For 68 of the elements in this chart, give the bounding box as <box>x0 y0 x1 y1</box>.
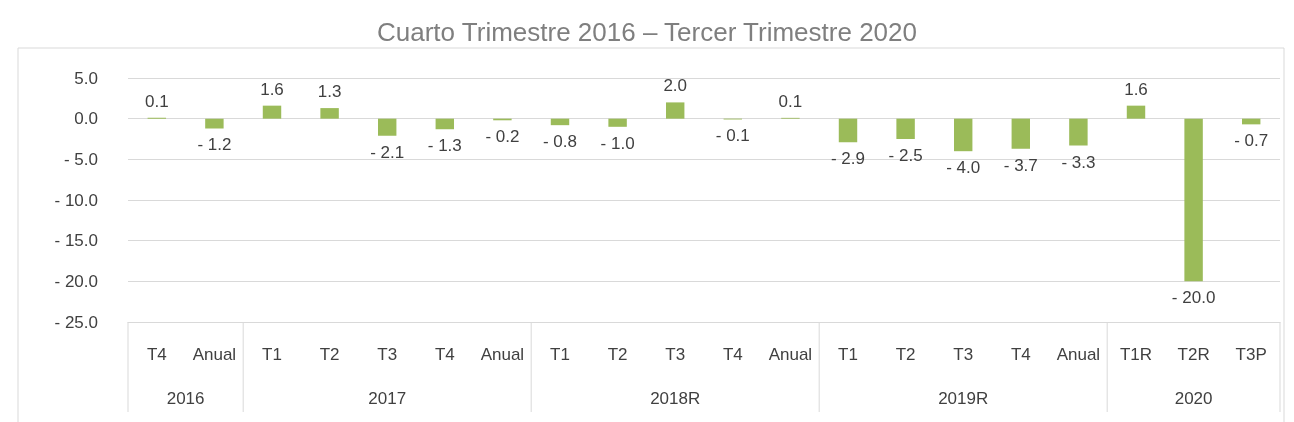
bar <box>896 118 915 139</box>
bar <box>1011 118 1031 149</box>
y-tick-label: 0.0 <box>74 109 98 129</box>
chart-title: Cuarto Trimestre 2016 – Tercer Trimestre 2020 <box>377 17 917 47</box>
x-tick-label: T3 <box>953 345 974 364</box>
bar <box>838 118 858 143</box>
y-tick-label: - 10.0 <box>54 190 98 210</box>
data-label: - 1.3 <box>427 136 462 156</box>
text: 2018R <box>650 388 701 408</box>
bar <box>262 105 282 119</box>
data-label: 1.3 <box>317 82 342 102</box>
data-label: - 0.8 <box>542 132 578 152</box>
y-tick-label: - 15.0 <box>54 231 98 251</box>
data-label: - 1.0 <box>600 133 635 153</box>
data-label: - 0.2 <box>485 127 520 147</box>
bar <box>1126 105 1146 119</box>
text: 2017 <box>368 388 407 408</box>
x-tick-label: T1 <box>838 345 858 364</box>
text: 2016 <box>166 388 205 408</box>
bar <box>320 108 339 119</box>
x-tick-label: T2 <box>607 345 628 364</box>
data-label: - 2.1 <box>370 142 405 162</box>
data-label: - 4.0 <box>946 158 981 178</box>
bar <box>550 118 570 126</box>
y-tick-label: 5.0 <box>74 68 98 88</box>
x-tick-label: Anual <box>480 345 525 364</box>
x-tick-label: T2 <box>895 345 916 364</box>
bar <box>953 118 973 152</box>
x-tick-label: T2 <box>319 345 340 364</box>
x-tick-label: T2R <box>1177 345 1210 364</box>
bar <box>608 118 627 127</box>
x-tick-label: T3 <box>377 345 398 364</box>
bar <box>1069 118 1088 146</box>
y-tick-label: - 5.0 <box>63 149 98 169</box>
x-tick-label: T1 <box>550 345 570 364</box>
x-tick-label: T1R <box>1119 345 1153 364</box>
text: 2020 <box>1174 388 1213 408</box>
x-tick-label: T4 <box>146 345 167 364</box>
data-label: - 20.0 <box>1171 288 1216 308</box>
data-label: - 0.1 <box>715 126 750 146</box>
bar <box>205 118 224 129</box>
data-label: 1.6 <box>260 79 284 99</box>
x-tick-label: Anual <box>192 345 237 364</box>
data-label: - 0.7 <box>1234 131 1269 151</box>
x-tick-label: T3P <box>1235 345 1267 364</box>
x-tick-label: T4 <box>434 345 455 364</box>
bar <box>377 118 397 136</box>
text: 2019R <box>938 388 989 408</box>
data-label: - 2.9 <box>830 149 866 169</box>
data-label: - 3.3 <box>1061 152 1096 172</box>
data-label: - 2.5 <box>888 146 923 165</box>
x-tick-label: T3 <box>665 345 686 364</box>
x-tick-label: T1 <box>262 345 282 364</box>
x-tick-label: Anual <box>1056 345 1101 364</box>
data-label: 0.1 <box>144 91 169 111</box>
data-label: 0.1 <box>778 91 803 111</box>
bar <box>665 102 685 119</box>
data-label: 2.0 <box>663 76 688 96</box>
x-tick-label: Anual <box>768 345 813 364</box>
y-tick-label: - 25.0 <box>54 312 98 332</box>
y-tick-label: - 20.0 <box>54 271 98 291</box>
data-label: - 3.7 <box>1003 155 1038 175</box>
bar <box>435 118 455 130</box>
bar <box>1184 118 1203 282</box>
data-label: 1.6 <box>1124 79 1148 99</box>
x-tick-label: T4 <box>722 345 743 364</box>
data-label: - 1.2 <box>197 135 232 155</box>
x-tick-label: T4 <box>1010 345 1031 364</box>
